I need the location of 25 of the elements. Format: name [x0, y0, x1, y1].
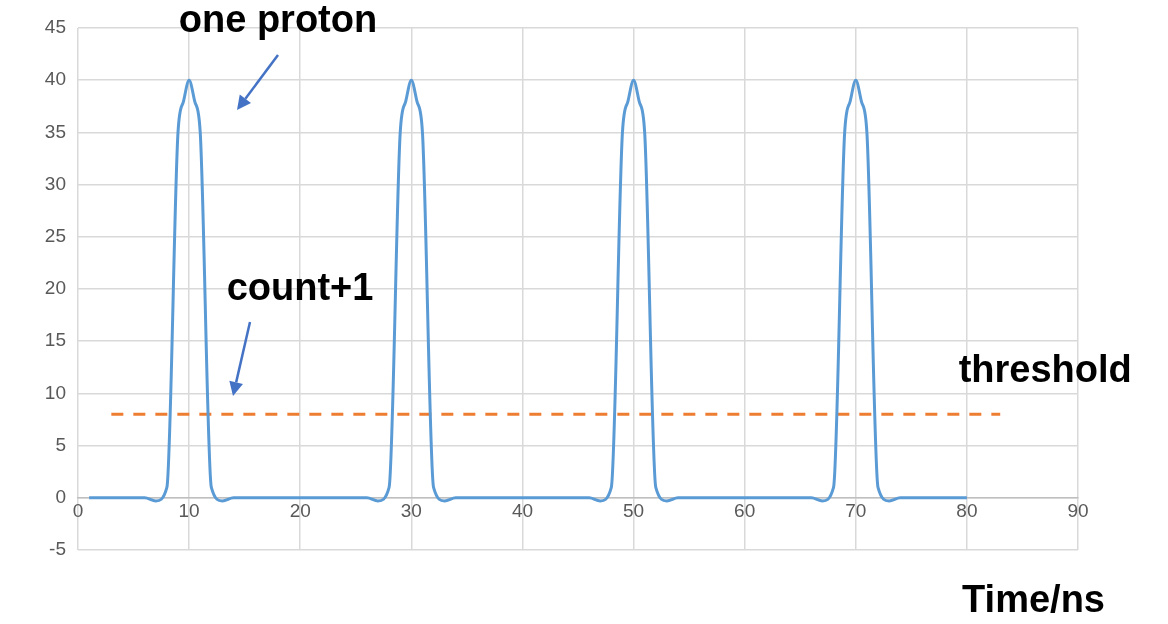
- annotation: one proton: [178, 0, 378, 41]
- x-axis-title: Time/ns: [962, 578, 1105, 621]
- x-tick-label: 30: [400, 500, 422, 522]
- y-tick-label: 20: [44, 277, 66, 299]
- x-tick-label: 40: [511, 500, 534, 522]
- y-tick-label: 35: [44, 120, 66, 142]
- y-tick-label: 5: [55, 433, 66, 455]
- y-tick-label: 25: [44, 225, 66, 247]
- x-tick-label: 0: [72, 500, 84, 522]
- y-tick-label: 10: [44, 381, 66, 403]
- x-tick-label: 60: [734, 500, 756, 522]
- y-tick-label: 40: [44, 68, 66, 90]
- x-tick-label: 80: [956, 500, 978, 522]
- x-tick-label: 20: [289, 500, 311, 522]
- y-tick-label: 45: [44, 16, 66, 38]
- y-tick-label: 30: [44, 172, 66, 194]
- annotation: count+1: [226, 266, 374, 309]
- x-tick-label: 90: [1067, 500, 1089, 522]
- series-label: threshold: [958, 347, 1132, 390]
- x-tick-label: 10: [178, 500, 200, 522]
- x-tick-label: 70: [845, 500, 867, 522]
- y-tick-label: 15: [44, 329, 66, 351]
- x-tick-label: 50: [622, 500, 645, 522]
- y-tick-label: 0: [55, 486, 66, 508]
- y-tick-label: -5: [49, 538, 66, 560]
